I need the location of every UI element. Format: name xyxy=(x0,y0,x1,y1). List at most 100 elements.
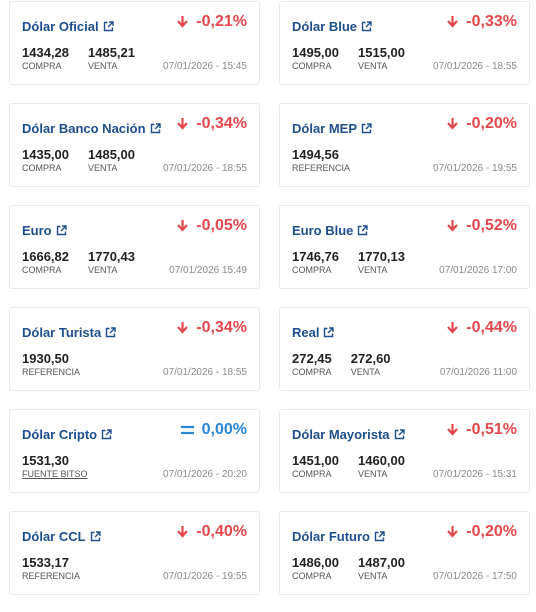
external-link-icon xyxy=(150,123,161,134)
card-title: Dólar Mayorista xyxy=(292,427,390,442)
external-link-icon xyxy=(358,225,369,236)
external-link-icon xyxy=(361,21,372,32)
quote-value: 1495,00 xyxy=(292,45,339,60)
quote: 1533,17 REFERENCIA xyxy=(22,555,80,582)
external-link-icon xyxy=(374,531,385,542)
quote: 1486,00 COMPRA xyxy=(292,555,339,582)
card-title: Dólar Cripto xyxy=(22,427,98,442)
quote-label: COMPRA xyxy=(22,163,62,173)
quote-value: 1460,00 xyxy=(358,453,405,468)
card-title-link[interactable]: Dólar MEP xyxy=(292,121,372,136)
quote-card: Dólar Mayorista -0,51% 1451,00 COMPRA 1460,0… xyxy=(279,409,530,493)
card-title-link[interactable]: Dólar Futuro xyxy=(292,529,385,544)
quote-date: 07/01/2026 17:00 xyxy=(439,265,517,276)
quote-label: VENTA xyxy=(358,265,388,275)
quote-label: COMPRA xyxy=(22,61,62,71)
quote-date: 07/01/2026 - 18:55 xyxy=(433,61,517,72)
change-value: -0,33% xyxy=(466,13,517,30)
quote-label: VENTA xyxy=(350,367,381,377)
quote: 1434,28 COMPRA xyxy=(22,45,69,72)
change-value: -0,34% xyxy=(196,319,247,336)
quote-label: REFERENCIA xyxy=(292,163,351,173)
card-title-link[interactable]: Euro xyxy=(22,223,67,238)
external-link-icon xyxy=(106,327,116,338)
quote-label: VENTA xyxy=(358,571,388,581)
card-title-link[interactable]: Dólar Banco Nación xyxy=(22,121,161,136)
quotes: 1533,17 REFERENCIA xyxy=(22,555,99,582)
card-title: Dólar Oficial xyxy=(22,19,99,34)
change-value: 0,00% xyxy=(201,421,247,438)
quotes: 1486,00 COMPRA 1487,00 VENTA xyxy=(292,555,424,582)
quote-date: 07/01/2026 - 19:55 xyxy=(433,163,517,174)
card-title-link[interactable]: Dólar Mayorista xyxy=(292,427,405,442)
quote-card: Euro -0,05% 1666,82 COMPRA 1770,43 VENTA 07/01… xyxy=(9,205,260,289)
quote-card: Dólar Cripto 0,00% 1531,30 FUENTE BITSO 07/0… xyxy=(9,409,260,493)
card-title-link[interactable]: Dólar Oficial xyxy=(22,19,114,34)
quote-date: 07/01/2026 15:49 xyxy=(169,265,247,276)
quote: 1531,30 FUENTE BITSO xyxy=(22,453,88,480)
quote-date: 07/01/2026 - 15:31 xyxy=(433,469,517,480)
quote: 1770,13 VENTA xyxy=(358,249,405,276)
quotes: 1435,00 COMPRA 1485,00 VENTA xyxy=(22,147,154,174)
quote-card: Dólar Futuro -0,20% 1486,00 COMPRA 1487,00 VE… xyxy=(279,511,530,595)
quote-source-link[interactable]: FUENTE BITSO xyxy=(22,469,88,479)
card-title: Euro Blue xyxy=(292,223,354,238)
change-indicator: -0,20% xyxy=(447,115,517,133)
quotes: 1451,00 COMPRA 1460,00 VENTA xyxy=(292,453,424,480)
quote: 1746,76 COMPRA xyxy=(292,249,339,276)
equal-icon xyxy=(180,425,194,435)
quotes: 1494,56 REFERENCIA xyxy=(292,147,369,174)
quote-date: 07/01/2026 11:00 xyxy=(439,367,517,378)
quote-card: Dólar CCL -0,40% 1533,17 REFERENCIA 07/01/20… xyxy=(9,511,260,595)
external-link-icon xyxy=(361,123,372,134)
change-value: -0,52% xyxy=(466,217,517,234)
quote-label: COMPRA xyxy=(292,61,332,71)
change-value: -0,44% xyxy=(466,319,517,336)
change-indicator: -0,51% xyxy=(447,421,517,439)
card-title-link[interactable]: Dólar Cripto xyxy=(22,427,112,442)
quote-value: 1487,00 xyxy=(358,555,405,570)
change-value: -0,34% xyxy=(196,115,247,132)
card-title-link[interactable]: Real xyxy=(292,325,335,340)
quote-label: VENTA xyxy=(88,61,118,71)
external-link-icon xyxy=(394,429,405,440)
down-arrow-icon xyxy=(177,15,189,28)
quote: 1930,50 REFERENCIA xyxy=(22,351,80,378)
quote-label: COMPRA xyxy=(292,265,332,275)
down-arrow-icon xyxy=(177,321,189,334)
down-arrow-icon xyxy=(177,525,189,538)
change-indicator: -0,05% xyxy=(177,217,247,235)
change-indicator: -0,20% xyxy=(447,523,517,541)
card-title-link[interactable]: Dólar Blue xyxy=(292,19,372,34)
quotes: 1666,82 COMPRA 1770,43 VENTA xyxy=(22,249,154,276)
change-indicator: -0,44% xyxy=(447,319,517,337)
quote-label: COMPRA xyxy=(292,469,332,479)
card-title-link[interactable]: Dólar CCL xyxy=(22,529,101,544)
quote-label: COMPRA xyxy=(22,265,62,275)
down-arrow-icon xyxy=(447,117,459,130)
quote: 1770,43 VENTA xyxy=(88,249,135,276)
quotes: 1495,00 COMPRA 1515,00 VENTA xyxy=(292,45,424,72)
change-value: -0,51% xyxy=(466,421,517,438)
external-link-icon xyxy=(103,21,114,32)
down-arrow-icon xyxy=(447,321,459,334)
quote-value: 1666,82 xyxy=(22,249,69,264)
card-title-link[interactable]: Euro Blue xyxy=(292,223,369,238)
card-title-link[interactable]: Dólar Turista xyxy=(22,325,116,340)
quote: 272,45 COMPRA xyxy=(292,351,332,378)
change-value: -0,20% xyxy=(466,115,517,132)
card-title: Dólar CCL xyxy=(22,529,86,544)
quote-date: 07/01/2026 - 15:45 xyxy=(163,61,247,72)
card-title: Euro xyxy=(22,223,52,238)
quote: 1485,21 VENTA xyxy=(88,45,135,72)
quotes: 1746,76 COMPRA 1770,13 VENTA xyxy=(292,249,424,276)
change-indicator: -0,40% xyxy=(177,523,247,541)
quotes: 1930,50 REFERENCIA xyxy=(22,351,99,378)
quote-value: 1746,76 xyxy=(292,249,339,264)
external-link-icon xyxy=(324,327,335,338)
external-link-icon xyxy=(90,531,101,542)
card-title: Dólar Banco Nación xyxy=(22,121,146,136)
change-indicator: -0,34% xyxy=(177,115,247,133)
quote: 1460,00 VENTA xyxy=(358,453,405,480)
